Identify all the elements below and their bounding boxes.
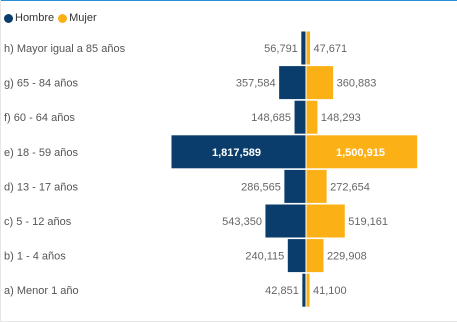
value-label-male: 286,565 xyxy=(241,181,281,193)
bar-female xyxy=(306,31,311,65)
value-label-female: 1,500,915 xyxy=(336,147,385,159)
bar-female xyxy=(306,239,324,273)
value-label-male: 1,817,589 xyxy=(212,147,261,159)
value-label-male: 240,115 xyxy=(245,251,284,263)
bar-female xyxy=(306,66,334,100)
legend-item-female[interactable]: Mujer xyxy=(58,12,97,24)
category-label: h) Mayor igual a 85 años xyxy=(4,43,126,55)
bar-female xyxy=(306,135,418,169)
left-border xyxy=(0,0,1,322)
value-label-male: 148,685 xyxy=(251,112,291,124)
legend-swatch-male xyxy=(4,13,13,23)
category-label: e) 18 - 59 años xyxy=(4,147,78,159)
value-label-male: 357,584 xyxy=(236,78,276,90)
bar-male xyxy=(265,204,306,238)
category-label: g) 65 - 84 años xyxy=(4,78,78,90)
bar-male xyxy=(302,273,306,307)
bar-male xyxy=(279,66,306,100)
value-label-female: 41,100 xyxy=(313,285,347,297)
value-label-female: 360,883 xyxy=(337,78,377,90)
legend-label-male: Hombre xyxy=(15,12,55,24)
bar-male xyxy=(294,100,306,134)
bar-female xyxy=(306,273,310,307)
bar-male xyxy=(284,169,306,203)
bar-male xyxy=(287,239,306,273)
bar-male xyxy=(171,135,306,169)
chart-legend: Hombre Mujer xyxy=(4,11,101,25)
legend-swatch-female xyxy=(58,13,68,23)
value-label-female: 229,908 xyxy=(327,251,367,263)
legend-item-male[interactable]: Hombre xyxy=(4,12,54,24)
category-label: b) 1 - 4 años xyxy=(4,251,66,263)
bar-male xyxy=(301,31,306,65)
value-label-female: 519,161 xyxy=(348,216,388,228)
value-label-female: 148,293 xyxy=(321,112,361,124)
value-label-female: 272,654 xyxy=(330,181,370,193)
category-label: d) 13 - 17 años xyxy=(4,181,78,193)
bar-female xyxy=(306,169,327,203)
category-label: a) Menor 1 año xyxy=(4,285,79,297)
bar-female xyxy=(306,204,345,238)
legend-label-female: Mujer xyxy=(69,12,97,24)
bar-female xyxy=(306,100,318,134)
category-label: f) 60 - 64 años xyxy=(4,112,75,124)
value-label-female: 47,671 xyxy=(314,43,348,55)
value-label-male: 56,791 xyxy=(264,43,298,55)
category-label: c) 5 - 12 años xyxy=(4,216,72,228)
top-border xyxy=(0,0,457,1)
value-label-male: 543,350 xyxy=(222,216,262,228)
value-label-male: 42,851 xyxy=(265,285,299,297)
